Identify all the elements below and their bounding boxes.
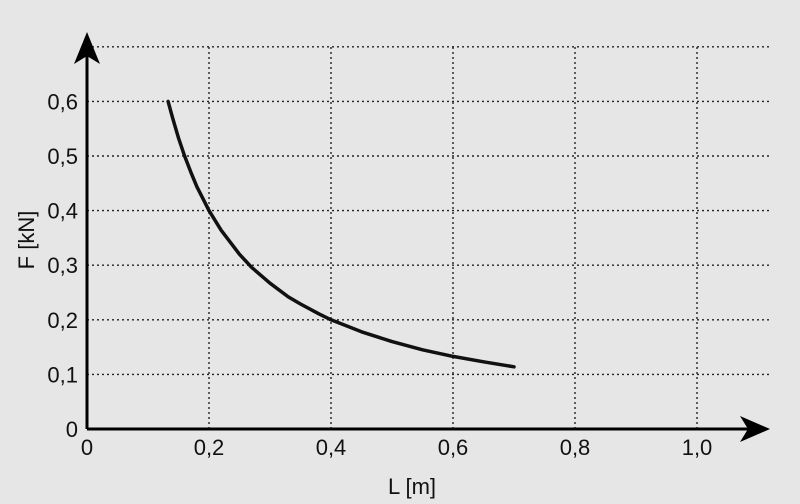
grid-lines: [87, 46, 772, 429]
y-tick-label-5: 0,6: [47, 89, 78, 114]
x-tick-label-4: 1,0: [682, 435, 713, 460]
x-tick-label-0: 0,2: [194, 435, 225, 460]
x-tick-label-origin: 0: [81, 435, 93, 460]
y-axis-label: F [kN]: [14, 211, 39, 270]
x-tick-label-2: 0,6: [438, 435, 469, 460]
y-tick-label-3: 0,4: [47, 199, 78, 224]
tick-labels: 0,2 0,4 0,6 0,8 1,0 0,1 0,2 0,3 0,4 0,5 0,6 00: [47, 89, 712, 460]
y-tick-label-1: 0,2: [47, 308, 78, 333]
x-tick-label-3: 0,8: [560, 435, 591, 460]
y-axis-arrow: [74, 32, 100, 64]
axes: [74, 32, 770, 442]
series-line-0: [166, 99, 516, 369]
y-tick-label-0: 0,1: [47, 362, 78, 387]
series-layer: [166, 99, 516, 369]
x-axis-label: L [m]: [388, 474, 436, 499]
x-tick-label-1: 0,4: [316, 435, 347, 460]
y-tick-label-4: 0,5: [47, 144, 78, 169]
y-tick-label-origin: 0: [66, 417, 78, 442]
x-axis-arrow: [740, 416, 770, 442]
y-tick-label-2: 0,3: [47, 253, 78, 278]
